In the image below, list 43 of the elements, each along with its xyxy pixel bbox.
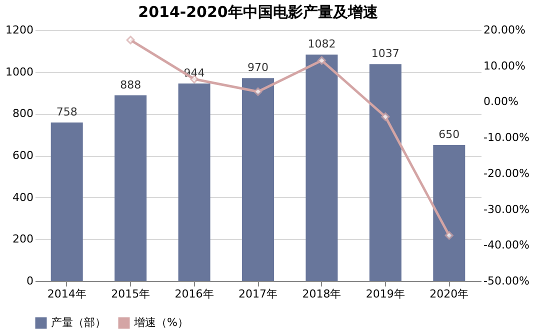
y-tick-label: 0	[26, 274, 34, 288]
point	[381, 112, 390, 122]
y2-tick-label: 20.00%	[484, 24, 526, 36]
chart-title: 2014-2020年中国电影产量及增速	[138, 3, 379, 21]
legend-label: 增速（%）	[133, 316, 188, 329]
y2-tick-label: 10.00%	[484, 59, 526, 72]
bar	[242, 78, 274, 281]
legend-label: 产量（部）	[51, 316, 106, 329]
data-label: 758	[56, 105, 78, 118]
data-label: 1037	[371, 47, 400, 60]
bar	[50, 122, 83, 281]
y-tick-label: 1000	[6, 65, 34, 78]
data-label: 888	[120, 78, 142, 92]
x-tick-label: 2014年	[47, 288, 86, 300]
bar	[178, 84, 210, 281]
x-tick-label: 2015年	[111, 288, 150, 300]
y2-tick-label: -40.00%	[484, 238, 530, 252]
bar	[369, 64, 402, 281]
y2-tick-label: -30.00%	[484, 202, 530, 216]
y2-tick-label: -10.00%	[484, 131, 530, 144]
x-tick-label: 2018年	[302, 288, 342, 300]
x-tick-label: 2019年	[366, 288, 405, 300]
y-tick-label: 800	[12, 107, 34, 120]
bar	[306, 54, 338, 281]
point	[254, 87, 262, 96]
point	[126, 36, 135, 44]
y-tick-label: 400	[12, 190, 34, 204]
y-tick-label: 600	[12, 149, 34, 162]
x-tick-label: 2016年	[174, 288, 214, 300]
data-label: 650	[438, 128, 460, 142]
y2-tick-label: -20.00%	[484, 166, 530, 180]
data-label: 970	[248, 61, 268, 74]
bar	[433, 145, 466, 281]
x-tick-label: 2020年	[430, 288, 469, 300]
y-tick-label: 1200	[6, 24, 34, 36]
x-tick-label: 2017年	[238, 288, 278, 300]
y2-tick-label: -50.00%	[484, 274, 530, 288]
y2-tick-label: 0.00%	[484, 95, 518, 108]
bar	[114, 95, 147, 281]
point	[444, 231, 454, 240]
point	[317, 56, 326, 65]
y-tick-label: 200	[12, 232, 34, 246]
data-label: 1082	[308, 38, 336, 51]
